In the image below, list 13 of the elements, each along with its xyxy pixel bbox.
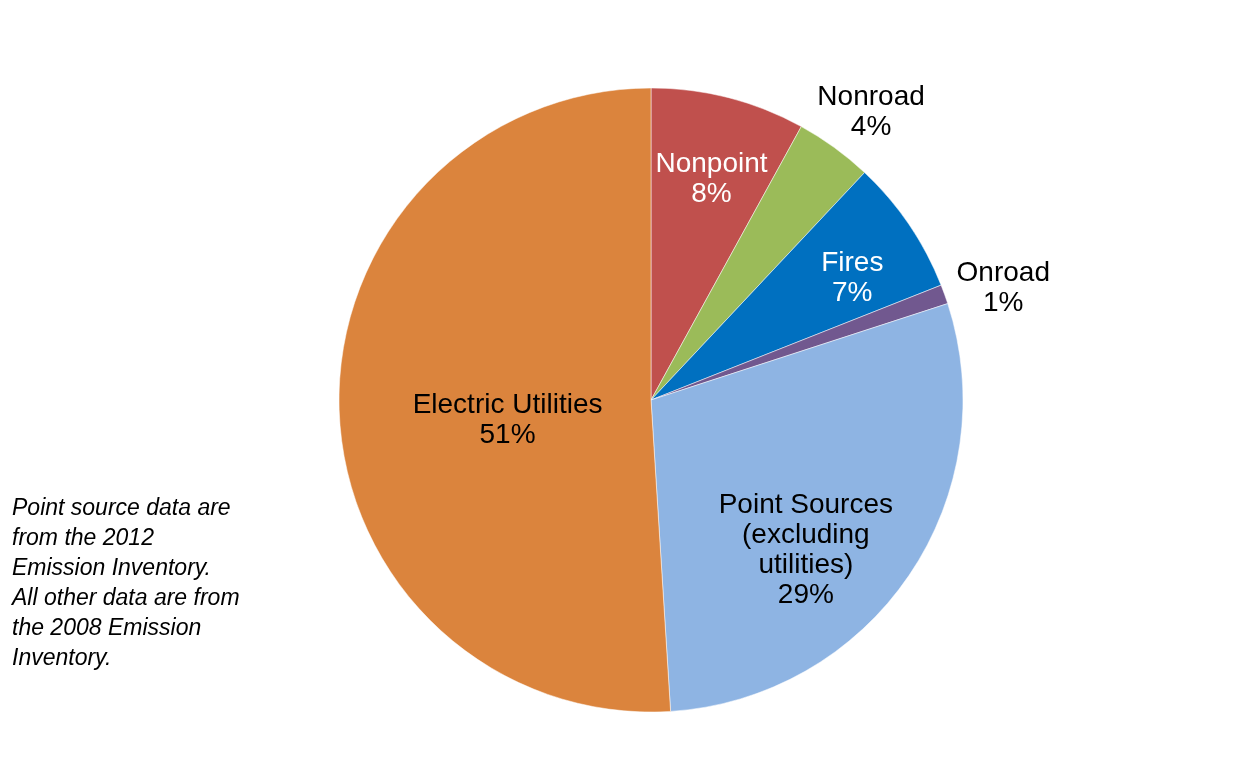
data-label: 29% (777, 578, 834, 610)
data-label: 4% (850, 110, 892, 142)
data-label: 1% (983, 286, 1024, 318)
data-label: 51% (479, 417, 536, 449)
slice-label: Point Sources (excluding utilities) (718, 488, 893, 580)
text: Point source data are from the 2012 Emission Inventory. All other data are from the 2008 Emission Inventory. (10, 494, 240, 670)
slice-label: Electric Utilities (412, 387, 603, 419)
slice-label: Onroad (956, 256, 1050, 288)
slice-label: Fires (821, 246, 884, 278)
data-label: 7% (832, 276, 873, 308)
slice-label: Nonpoint (655, 147, 768, 179)
data-label: 8% (691, 177, 732, 209)
slice-label: Nonroad (817, 80, 925, 112)
